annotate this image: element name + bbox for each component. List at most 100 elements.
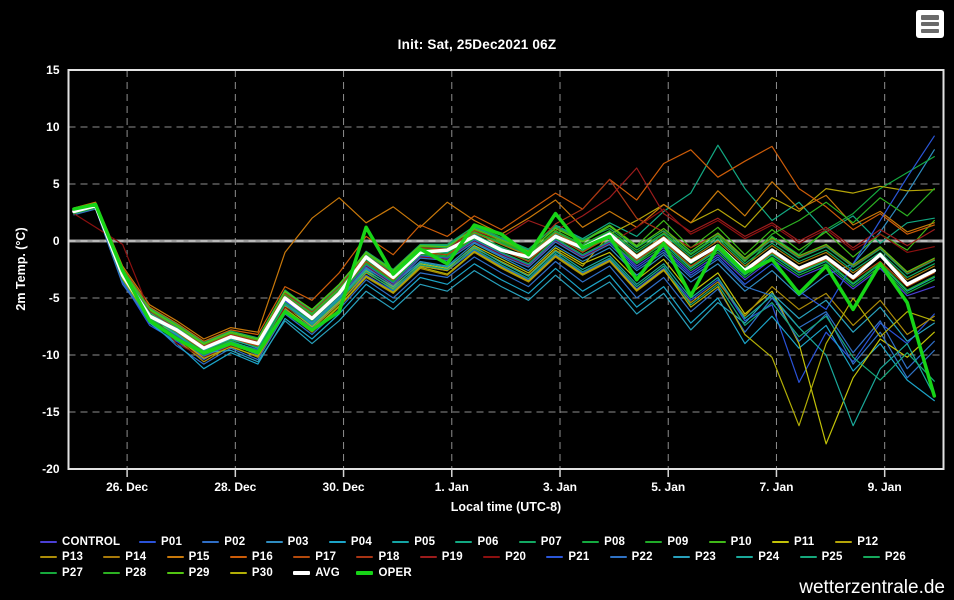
legend-item-P18: P18: [356, 550, 419, 566]
legend-item-P23: P23: [672, 550, 736, 566]
legend-swatch-P09: [645, 540, 663, 543]
legend-label: CONTROL: [62, 535, 121, 548]
legend-label: P26: [884, 551, 906, 564]
legend-item-P03: P03: [265, 534, 329, 550]
series-line-P13: [73, 207, 935, 363]
legend-swatch-P29: [166, 571, 184, 574]
legend-label: P20: [505, 551, 527, 564]
legend-item-P27: P27: [40, 565, 103, 581]
legend-swatch-P20: [483, 556, 501, 559]
series-line-P09: [73, 207, 935, 353]
legend-item-OPER: OPER: [356, 565, 419, 581]
legend-label: P24: [758, 551, 780, 564]
legend-label: P15: [188, 551, 210, 564]
series-line-P10: [73, 203, 935, 346]
legend-swatch-P05: [392, 540, 410, 543]
menu-button[interactable]: [916, 10, 944, 38]
y-tick-label: 0: [53, 234, 60, 248]
legend-swatch-P02: [202, 540, 220, 543]
plot-border: [67, 69, 945, 470]
legend-swatch-P26: [862, 556, 880, 559]
legend-item-P19: P19: [419, 550, 483, 566]
legend-label: OPER: [378, 566, 412, 579]
legend: CONTROL P01 P02 P03 P04 P05 P06 P07 P08 P09 P10 P11…: [40, 534, 942, 581]
x-tick-label: 3. Jan: [543, 480, 577, 494]
series-line-P04: [73, 206, 935, 402]
legend-item-P11: P11: [771, 534, 835, 550]
legend-swatch-P16: [229, 556, 247, 559]
y-axis-title: 2m Temp. (°C): [14, 227, 28, 311]
legend-label: P23: [694, 551, 717, 564]
y-tick-label: 5: [53, 177, 60, 191]
legend-swatch-P14: [103, 556, 121, 559]
legend-label: P28: [125, 566, 147, 579]
legend-label: P27: [62, 566, 84, 579]
legend-swatch-P25: [799, 556, 817, 559]
y-tick-label: -15: [42, 405, 60, 419]
legend-label: P19: [441, 551, 463, 564]
legend-item-P29: P29: [166, 565, 230, 581]
series-line-AVG: [72, 203, 937, 350]
series-line-P26: [73, 202, 935, 344]
y-tick-label: 15: [46, 63, 60, 77]
legend-swatch-P18: [356, 556, 374, 559]
legend-label: P25: [821, 551, 843, 564]
legend-item-P28: P28: [103, 565, 166, 581]
legend-item-P14: P14: [103, 550, 166, 566]
legend-item-P12: P12: [835, 534, 898, 550]
y-tick-label: -5: [49, 291, 60, 305]
x-axis-title: Local time (UTC-8): [450, 500, 562, 514]
x-tick-label: 1. Jan: [435, 480, 469, 494]
legend-swatch-P19: [419, 556, 437, 559]
legend-label: P13: [62, 551, 84, 564]
legend-label: P16: [251, 551, 273, 564]
legend-swatch-P10: [708, 540, 726, 543]
series-line-P07: [73, 205, 935, 348]
legend-item-P01: P01: [139, 534, 202, 550]
legend-item-P15: P15: [166, 550, 230, 566]
legend-swatch-P24: [736, 556, 754, 559]
legend-item-P04: P04: [328, 534, 392, 550]
x-tick-label: 5. Jan: [651, 480, 685, 494]
legend-item-P17: P17: [293, 550, 356, 566]
legend-swatch-P27: [40, 571, 57, 574]
legend-item-P06: P06: [455, 534, 518, 550]
legend-label: P22: [631, 551, 653, 564]
legend-swatch-P08: [582, 540, 600, 543]
legend-label: P21: [568, 551, 590, 564]
legend-swatch-AVG: [293, 570, 311, 575]
x-tick-label: 30. Dec: [323, 480, 365, 494]
legend-item-P25: P25: [799, 550, 863, 566]
legend-swatch-P28: [103, 571, 121, 574]
legend-label: P29: [188, 566, 210, 579]
legend-swatch-P12: [835, 540, 853, 543]
legend-swatch-OPER: [356, 570, 374, 575]
legend-item-P22: P22: [609, 550, 673, 566]
legend-swatch-CONTROL: [40, 540, 57, 543]
legend-swatch-P11: [771, 540, 789, 543]
legend-label: P10: [730, 535, 752, 548]
legend-label: P14: [125, 551, 147, 564]
series-line-OPER: [72, 202, 937, 398]
legend-label: P12: [857, 535, 879, 548]
legend-label: P04: [350, 535, 372, 548]
legend-swatch-P13: [40, 556, 57, 559]
legend-label: P11: [793, 535, 815, 548]
legend-swatch-P01: [139, 540, 156, 543]
legend-swatch-P15: [166, 556, 184, 559]
legend-label: P30: [251, 566, 273, 579]
legend-swatch-P07: [518, 540, 536, 543]
y-tick-label: -10: [42, 348, 60, 362]
legend-item-P13: P13: [40, 550, 103, 566]
series-line-P29: [73, 203, 935, 345]
legend-swatch-P22: [609, 556, 627, 559]
watermark: wetterzentrale.de: [799, 577, 945, 598]
legend-item-CONTROL: CONTROL: [40, 534, 139, 550]
legend-swatch-P30: [229, 571, 247, 574]
series-line-P23: [73, 205, 935, 363]
legend-item-AVG: AVG: [293, 565, 356, 581]
legend-item-P30: P30: [229, 565, 293, 581]
legend-item-P20: P20: [483, 550, 546, 566]
